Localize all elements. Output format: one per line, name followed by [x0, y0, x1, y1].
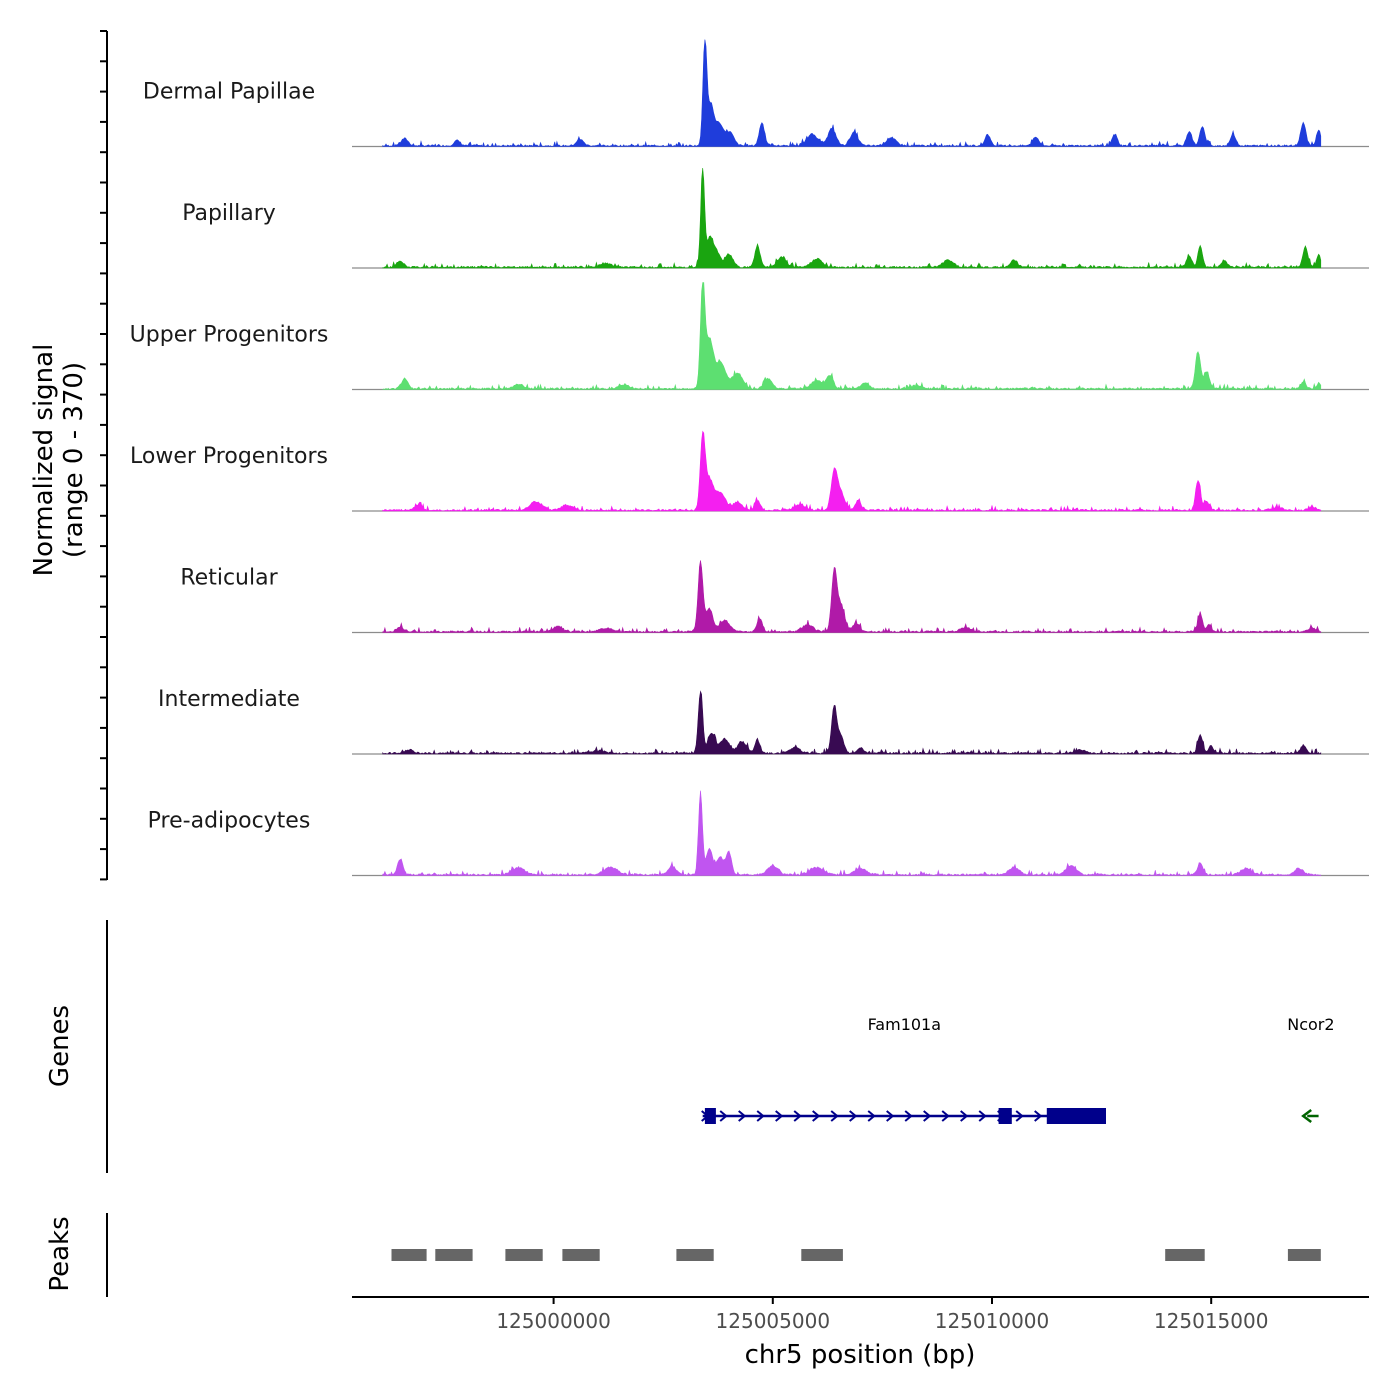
- strand-chevron: [867, 1110, 876, 1122]
- signal-area: [382, 39, 1322, 148]
- y-axis-title: Normalized signal: [29, 344, 59, 577]
- peak-region: [1287, 1249, 1321, 1261]
- genes-panel-title: Genes: [45, 1005, 75, 1087]
- peak-region: [562, 1249, 600, 1261]
- peak-region: [1165, 1249, 1205, 1261]
- signal-area: [382, 790, 1322, 877]
- strand-chevron: [978, 1110, 987, 1122]
- peak-region: [391, 1249, 427, 1261]
- track-upper-progenitors: Upper Progenitors: [130, 282, 1369, 391]
- gene-models: Fam101a Ncor2: [701, 1015, 1335, 1124]
- strand-chevron: [830, 1110, 839, 1122]
- strand-chevron: [849, 1110, 858, 1122]
- strand-chevron: [775, 1110, 784, 1122]
- coverage-tracks: Dermal Papillae Papillary Upper Progenitor…: [130, 39, 1369, 877]
- track-label: Intermediate: [158, 687, 300, 712]
- strand-chevron: [738, 1110, 747, 1122]
- strand-chevron: [941, 1110, 950, 1122]
- track-label: Upper Progenitors: [130, 323, 329, 348]
- signal-area: [382, 690, 1322, 755]
- track-lower-progenitors: Lower Progenitors: [130, 430, 1369, 512]
- gene-label: Ncor2: [1287, 1015, 1334, 1034]
- x-axis-title: chr5 position (bp): [745, 1340, 976, 1370]
- strand-chevron: [719, 1110, 728, 1122]
- peaks-panel-title: Peaks: [45, 1216, 75, 1291]
- strand-chevron: [756, 1110, 765, 1122]
- track-dermal-papillae: Dermal Papillae: [143, 39, 1369, 148]
- peak-region: [676, 1249, 714, 1261]
- x-axis-ticks: 125000000 125005000 125010000 125015000: [496, 1297, 1268, 1333]
- x-tick-label: 125015000: [1154, 1309, 1269, 1333]
- strand-chevron: [904, 1110, 913, 1122]
- track-label: Pre-adipocytes: [148, 809, 311, 834]
- strand-chevron: [960, 1110, 969, 1122]
- gene-exon: [998, 1108, 1012, 1124]
- x-tick-label: 125000000: [496, 1309, 611, 1333]
- signal-area: [382, 167, 1322, 269]
- coverage-y-ticks: [100, 30, 107, 881]
- strand-chevron: [1015, 1110, 1024, 1122]
- strand-chevron: [793, 1110, 802, 1122]
- strand-chevron: [1034, 1110, 1043, 1122]
- signal-area: [382, 282, 1322, 391]
- gene-exon: [704, 1108, 716, 1124]
- strand-chevron: [886, 1110, 895, 1122]
- track-pre-adipocytes: Pre-adipocytes: [148, 790, 1369, 877]
- peak-region: [801, 1249, 843, 1261]
- signal-area: [382, 560, 1322, 634]
- strand-arrow: [1301, 1109, 1312, 1123]
- track-label: Papillary: [182, 201, 276, 226]
- track-label: Lower Progenitors: [130, 444, 328, 469]
- gene-exon: [1046, 1108, 1106, 1124]
- x-tick-label: 125005000: [716, 1309, 831, 1333]
- track-papillary: Papillary: [182, 167, 1369, 269]
- x-tick-label: 125010000: [935, 1309, 1050, 1333]
- peak-region: [435, 1249, 473, 1261]
- peak-regions: [391, 1249, 1321, 1261]
- track-label: Reticular: [180, 566, 278, 591]
- peak-region: [505, 1249, 543, 1261]
- strand-chevron: [812, 1110, 821, 1122]
- gene-label: Fam101a: [868, 1015, 941, 1034]
- track-reticular: Reticular: [180, 560, 1369, 634]
- gene-ncor2: Ncor2: [1287, 1015, 1335, 1123]
- track-label: Dermal Papillae: [143, 80, 315, 105]
- gene-fam101a: Fam101a: [701, 1015, 1106, 1124]
- strand-chevron: [923, 1110, 932, 1122]
- y-axis-range: (range 0 - 370): [59, 362, 89, 558]
- track-intermediate: Intermediate: [158, 687, 1369, 755]
- signal-area: [382, 430, 1322, 512]
